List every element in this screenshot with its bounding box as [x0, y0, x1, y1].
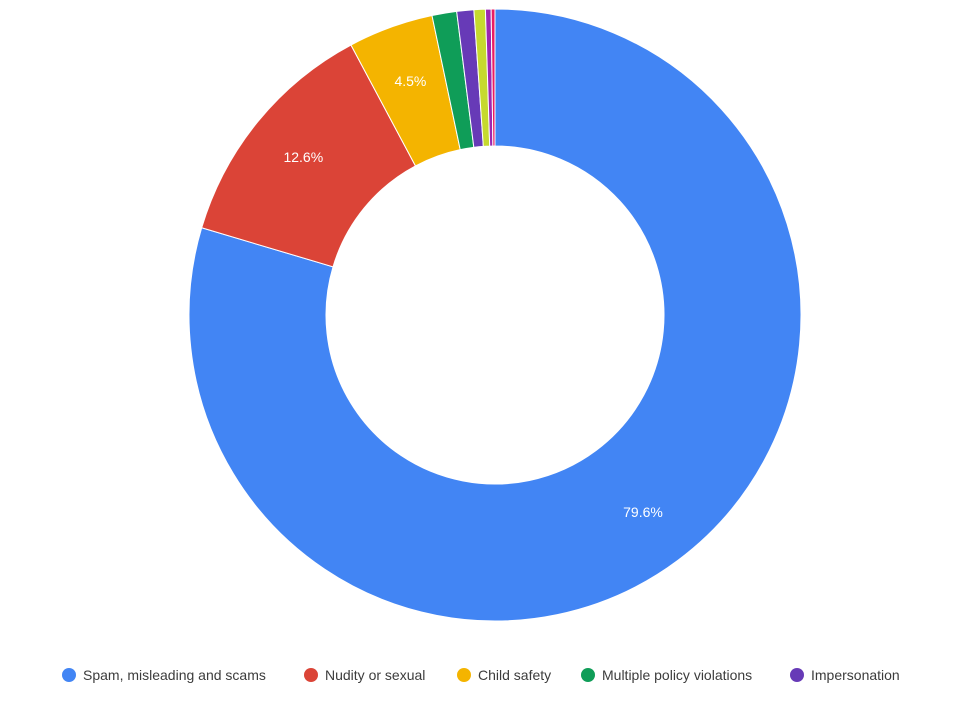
legend-item-impersonation[interactable]: Impersonation: [790, 664, 900, 686]
legend-swatch-icon: [457, 668, 471, 682]
chart-legend: Spam, misleading and scams Nudity or sex…: [0, 664, 961, 686]
legend-label: Spam, misleading and scams: [83, 667, 266, 683]
donut-data-labels: 79.6% 12.6% 4.5%: [283, 73, 662, 520]
legend-swatch-icon: [790, 668, 804, 682]
donut-chart: 79.6% 12.6% 4.5%: [188, 8, 802, 622]
legend-swatch-icon: [304, 668, 318, 682]
legend-item-multiple-policy[interactable]: Multiple policy violations: [581, 664, 752, 686]
legend-label: Impersonation: [811, 667, 900, 683]
legend-label: Nudity or sexual: [325, 667, 426, 683]
legend-item-spam[interactable]: Spam, misleading and scams: [62, 664, 266, 686]
slice-data-label-2: 4.5%: [394, 73, 426, 89]
legend-label: Multiple policy violations: [602, 667, 753, 683]
slice-data-label-1: 12.6%: [283, 149, 323, 165]
legend-item-nudity[interactable]: Nudity or sexual: [304, 664, 425, 686]
legend-label: Child safety: [478, 667, 552, 683]
donut-slices: [188, 8, 802, 622]
legend-swatch-icon: [62, 668, 76, 682]
legend-item-child-safety[interactable]: Child safety: [457, 664, 551, 686]
donut-slice-7[interactable]: [490, 8, 496, 147]
legend-swatch-icon: [581, 668, 595, 682]
donut-slice-0[interactable]: [188, 8, 802, 622]
slice-data-label-0: 79.6%: [623, 504, 663, 520]
